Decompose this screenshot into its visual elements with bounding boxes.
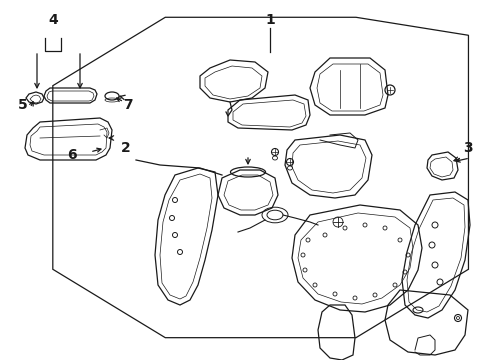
Text: 1: 1 xyxy=(264,13,274,27)
Text: 2: 2 xyxy=(121,141,131,155)
Text: 7: 7 xyxy=(123,98,133,112)
Text: 5: 5 xyxy=(18,98,28,112)
Text: 6: 6 xyxy=(67,148,77,162)
Text: 3: 3 xyxy=(462,141,472,155)
Text: 4: 4 xyxy=(48,13,58,27)
